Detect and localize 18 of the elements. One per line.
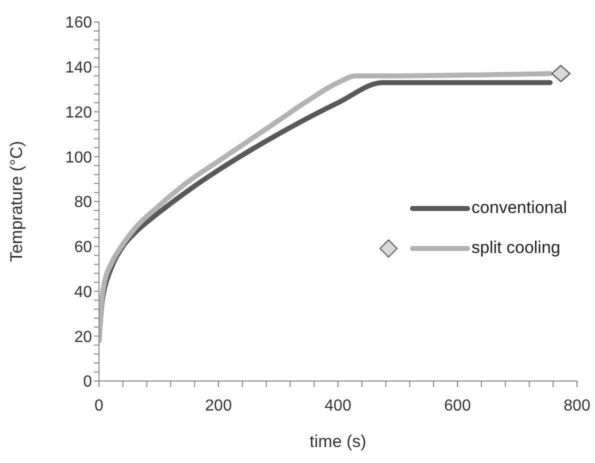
y-tick-label: 160 xyxy=(65,14,92,32)
y-tick-label: 80 xyxy=(74,194,92,212)
x-tick-label: 0 xyxy=(94,397,104,414)
y-axis-title: Temprature (°C) xyxy=(7,140,26,262)
y-tick-label: 20 xyxy=(74,328,92,346)
y-tick-label: 40 xyxy=(74,284,92,301)
legend-label: split cooling xyxy=(472,238,560,258)
x-tick-label: 600 xyxy=(444,397,471,414)
legend-label: conventional xyxy=(472,198,567,218)
y-tick-label: 140 xyxy=(65,60,92,77)
x-tick-label: 400 xyxy=(324,397,352,414)
x-tick-label: 800 xyxy=(564,397,590,414)
x-axis-title: time (s) xyxy=(310,432,366,451)
y-tick-label: 0 xyxy=(83,374,92,391)
y-tick-label: 60 xyxy=(74,239,92,256)
x-tick-label: 200 xyxy=(205,397,232,414)
y-tick-label: 100 xyxy=(65,149,92,166)
y-tick-label: 120 xyxy=(65,104,92,122)
